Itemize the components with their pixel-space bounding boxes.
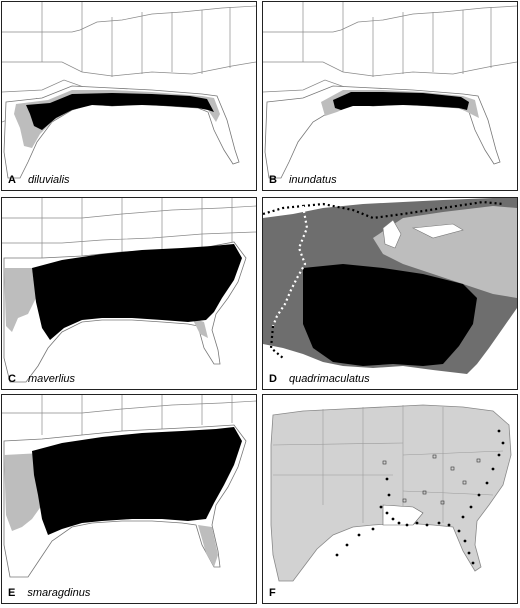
panel-letter: F bbox=[269, 587, 276, 599]
panel-letter: E bbox=[8, 587, 16, 599]
map-c bbox=[2, 198, 256, 383]
panel-caption: F bbox=[269, 587, 288, 599]
map-panel-f: F bbox=[262, 394, 518, 604]
species-name: diluvialis bbox=[27, 174, 70, 186]
panel-letter: C bbox=[8, 373, 16, 385]
panel-letter: B bbox=[269, 174, 277, 186]
map-b bbox=[263, 2, 517, 179]
species-name: inundatus bbox=[288, 174, 337, 186]
map-d bbox=[263, 198, 517, 374]
map-f bbox=[270, 404, 512, 582]
map-a bbox=[2, 2, 256, 179]
species-name: quadrimaculatus bbox=[288, 373, 370, 385]
panel-letter: D bbox=[269, 373, 277, 385]
species-name: maverlius bbox=[27, 373, 76, 385]
map-e bbox=[2, 395, 256, 578]
panel-letter: A bbox=[8, 174, 16, 186]
species-name: smaragdinus bbox=[27, 587, 91, 599]
